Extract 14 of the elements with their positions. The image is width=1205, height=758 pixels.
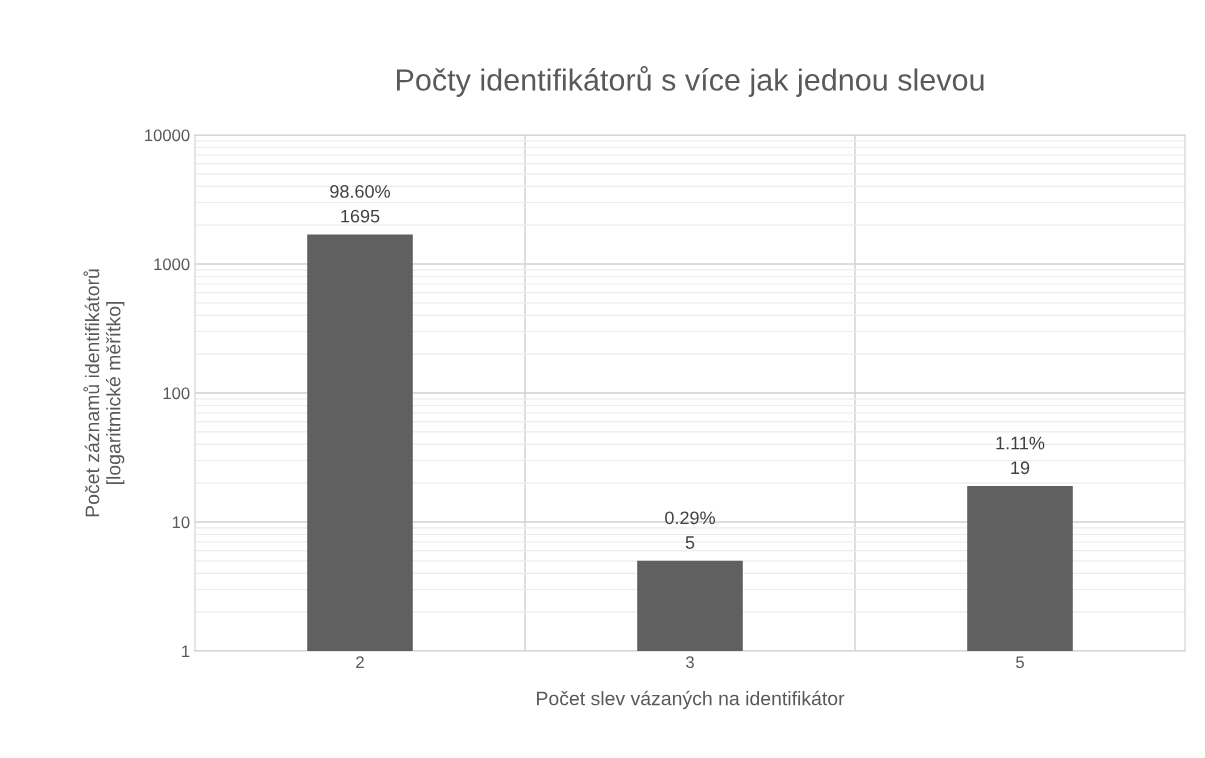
y-axis-title: Počet záznamů identifikátorů [logaritmické měřítko]	[83, 269, 125, 517]
data-label: 1.11% 19	[996, 436, 1045, 475]
y-tick-label: 100	[163, 387, 190, 400]
data-label: 98.60% 1695	[330, 185, 390, 223]
chart-title: Počty identifikátorů s více jak jednou slevou	[396, 65, 984, 97]
y-tick-label: 1000	[154, 258, 190, 271]
x-tick-label: 2	[356, 656, 364, 668]
y-tick-label: 1	[182, 645, 190, 658]
x-tick-label: 5	[1016, 656, 1024, 669]
x-tick-label: 3	[686, 656, 694, 669]
data-label: 0.29% 5	[665, 511, 715, 549]
y-tick-label: 10000	[145, 129, 190, 142]
x-axis-title: Počet slev vázaných na identifikátor	[537, 690, 845, 710]
y-tick-label: 10	[172, 516, 190, 529]
